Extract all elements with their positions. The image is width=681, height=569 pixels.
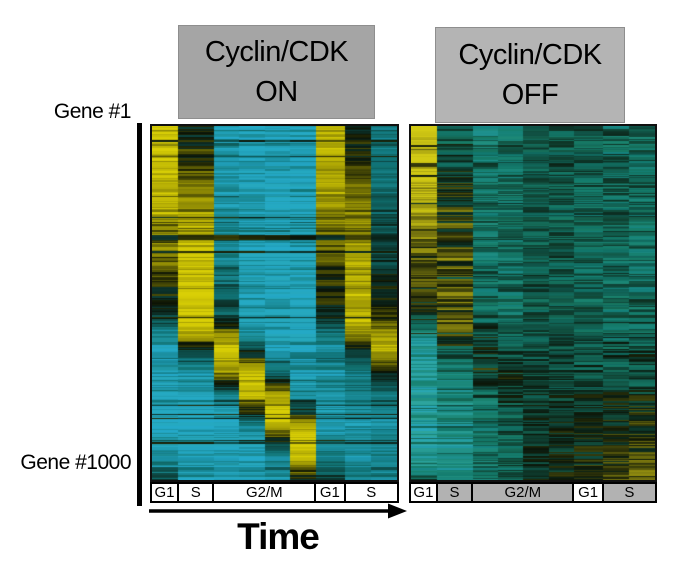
phase-segment: S (345, 484, 397, 501)
time-axis-label: Time (237, 516, 320, 557)
heatmap-panel-off (409, 124, 657, 482)
phase-bar-off: G1 S G2/M G1 S (409, 482, 657, 503)
heatmap-cyclin-cdk-off (411, 126, 655, 480)
condition-header-off: Cyclin/CDK OFF (435, 27, 625, 123)
phase-segment: G1 (316, 484, 346, 501)
phase-segment-label: G1 (154, 484, 175, 501)
phase-segment-label: G1 (319, 484, 340, 501)
gene-axis-line (137, 123, 142, 506)
phase-segment-label: S (366, 484, 377, 501)
phase-segment-label: S (190, 484, 201, 501)
phase-segment: S (603, 484, 655, 501)
phase-segment: S (178, 484, 215, 501)
heatmap-panel-on (150, 124, 399, 482)
phase-segment-label: G1 (413, 484, 434, 501)
phase-segment-label: S (449, 484, 460, 501)
phase-bar-on: G1 S G2/M G1 S (150, 482, 399, 503)
heatmap-cyclin-cdk-on (152, 126, 397, 480)
phase-segment: S (437, 484, 474, 501)
phase-segment: G1 (152, 484, 179, 501)
phase-segment-label: S (624, 484, 635, 501)
phase-segment-label: G2/M (245, 484, 283, 501)
condition-header-on: Cyclin/CDK ON (178, 25, 375, 119)
phase-segment: G2/M (214, 484, 317, 501)
phase-segment-label: G2/M (504, 484, 542, 501)
condition-header-off-line2: OFF (501, 79, 559, 111)
gene-axis-bottom-label: Gene #1000 (20, 451, 131, 474)
gene-axis-top-label: Gene #1 (53, 100, 132, 123)
phase-segment: G2/M (473, 484, 575, 501)
phase-segment: G1 (574, 484, 604, 501)
phase-segment-label: G1 (578, 484, 599, 501)
condition-header-on-line2: ON (255, 76, 298, 108)
condition-header-on-line1: Cyclin/CDK (204, 35, 349, 68)
time-arrow (149, 503, 407, 519)
condition-header-off-line1: Cyclin/CDK (458, 38, 602, 71)
phase-segment: G1 (411, 484, 438, 501)
